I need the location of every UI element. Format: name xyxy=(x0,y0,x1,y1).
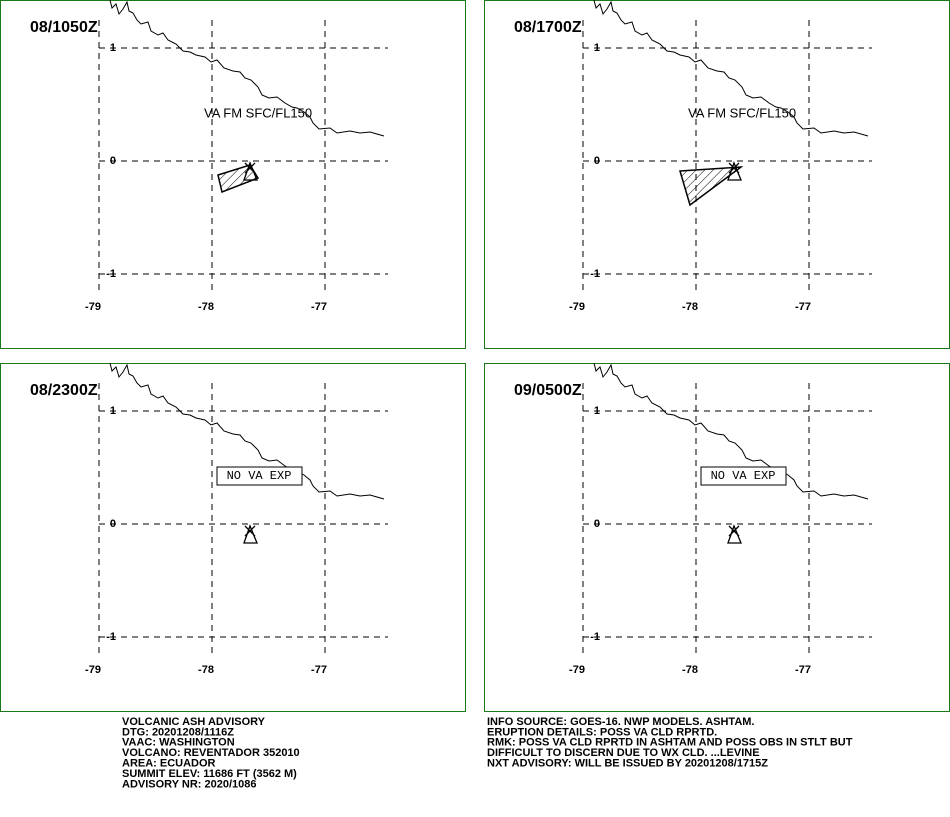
lat-tick-label: 1 xyxy=(594,405,600,417)
ash-cloud xyxy=(217,164,260,194)
lat-tick-label: -1 xyxy=(590,631,600,643)
lat-tick-label: -1 xyxy=(590,268,600,280)
footer-line: SUMMIT ELEV: 11686 FT (3562 M) xyxy=(122,768,297,780)
valid-time: 08/1050Z xyxy=(30,19,98,36)
footer-line: NXT ADVISORY: WILL BE ISSUED BY 20201208… xyxy=(487,758,768,770)
volcano-symbol xyxy=(727,161,742,181)
lat-tick-label: 1 xyxy=(110,42,116,54)
lat-tick-label: 0 xyxy=(110,155,116,167)
volcano-symbol xyxy=(243,524,258,544)
lon-tick-label: -77 xyxy=(795,301,811,313)
ash-annotation: VA FM SFC/FL150 xyxy=(688,105,796,120)
map-panel: -79 -78 -77 1 0 -1 09/0500Z NO VA EXP xyxy=(484,362,950,712)
lon-tick-label: -78 xyxy=(682,664,698,676)
volcano-symbol xyxy=(727,524,742,544)
footer-line: ADVISORY NR: 2020/1086 xyxy=(122,778,257,790)
footer-line: VOLCANIC ASH ADVISORY xyxy=(122,716,266,728)
map-panel: -79 -78 -77 1 0 -1 08/1050Z VA FM SFC/FL150 xyxy=(0,0,466,349)
footer-line: DIFFICULT TO DISCERN DUE TO WX CLD. ...L… xyxy=(487,747,760,759)
map-panel: -79 -78 -77 1 0 -1 08/1700Z VA FM SFC/FL150 xyxy=(484,0,950,349)
ash-annotation: VA FM SFC/FL150 xyxy=(204,105,312,120)
footer-line: AREA: ECUADOR xyxy=(122,758,216,770)
lon-tick-label: -78 xyxy=(682,301,698,313)
panel-border xyxy=(0,0,466,349)
annotation-box xyxy=(700,466,787,486)
footer-line: DTG: 20201208/1116Z xyxy=(122,726,234,738)
lon-tick-label: -79 xyxy=(85,301,101,313)
valid-time: 08/2300Z xyxy=(30,382,98,399)
lat-tick-label: -1 xyxy=(106,268,116,280)
map-panel: -79 -78 -77 1 0 -1 08/2300Z NO VA EXP xyxy=(0,362,466,712)
lon-tick-label: -78 xyxy=(198,301,214,313)
lat-tick-label: 1 xyxy=(110,405,116,417)
lon-tick-label: -77 xyxy=(795,664,811,676)
footer-line: RMK: POSS VA CLD RPRTD IN ASHTAM AND POS… xyxy=(487,737,853,749)
coastline xyxy=(109,0,385,137)
ash-cloud xyxy=(679,166,744,207)
coastline xyxy=(109,362,385,500)
lat-tick-label: -1 xyxy=(106,631,116,643)
lon-tick-label: -79 xyxy=(569,301,585,313)
lat-tick-label: 1 xyxy=(594,42,600,54)
valid-time: 09/0500Z xyxy=(514,382,582,399)
lon-tick-label: -77 xyxy=(311,664,327,676)
lat-tick-label: 0 xyxy=(594,155,600,167)
lon-tick-label: -79 xyxy=(569,664,585,676)
valid-time: 08/1700Z xyxy=(514,19,582,36)
lon-tick-label: -77 xyxy=(311,301,327,313)
coastline xyxy=(593,362,869,500)
footer-line: INFO SOURCE: GOES-16. NWP MODELS. ASHTAM… xyxy=(487,716,754,728)
lat-tick-label: 0 xyxy=(594,518,600,530)
footer-line: VAAC: WASHINGTON xyxy=(122,737,235,749)
coastline xyxy=(593,0,869,137)
footer-line: ERUPTION DETAILS: POSS VA CLD RPRTD. xyxy=(487,726,717,738)
annotation-box xyxy=(216,466,303,486)
panel-border xyxy=(0,363,466,712)
lon-tick-label: -78 xyxy=(198,664,214,676)
ash-annotation: NO VA EXP xyxy=(227,469,292,483)
ash-annotation: NO VA EXP xyxy=(711,469,776,483)
footer-line: VOLCANO: REVENTADOR 352010 xyxy=(122,747,300,759)
lat-tick-label: 0 xyxy=(110,518,116,530)
volcano-symbol xyxy=(243,161,258,181)
lon-tick-label: -79 xyxy=(85,664,101,676)
